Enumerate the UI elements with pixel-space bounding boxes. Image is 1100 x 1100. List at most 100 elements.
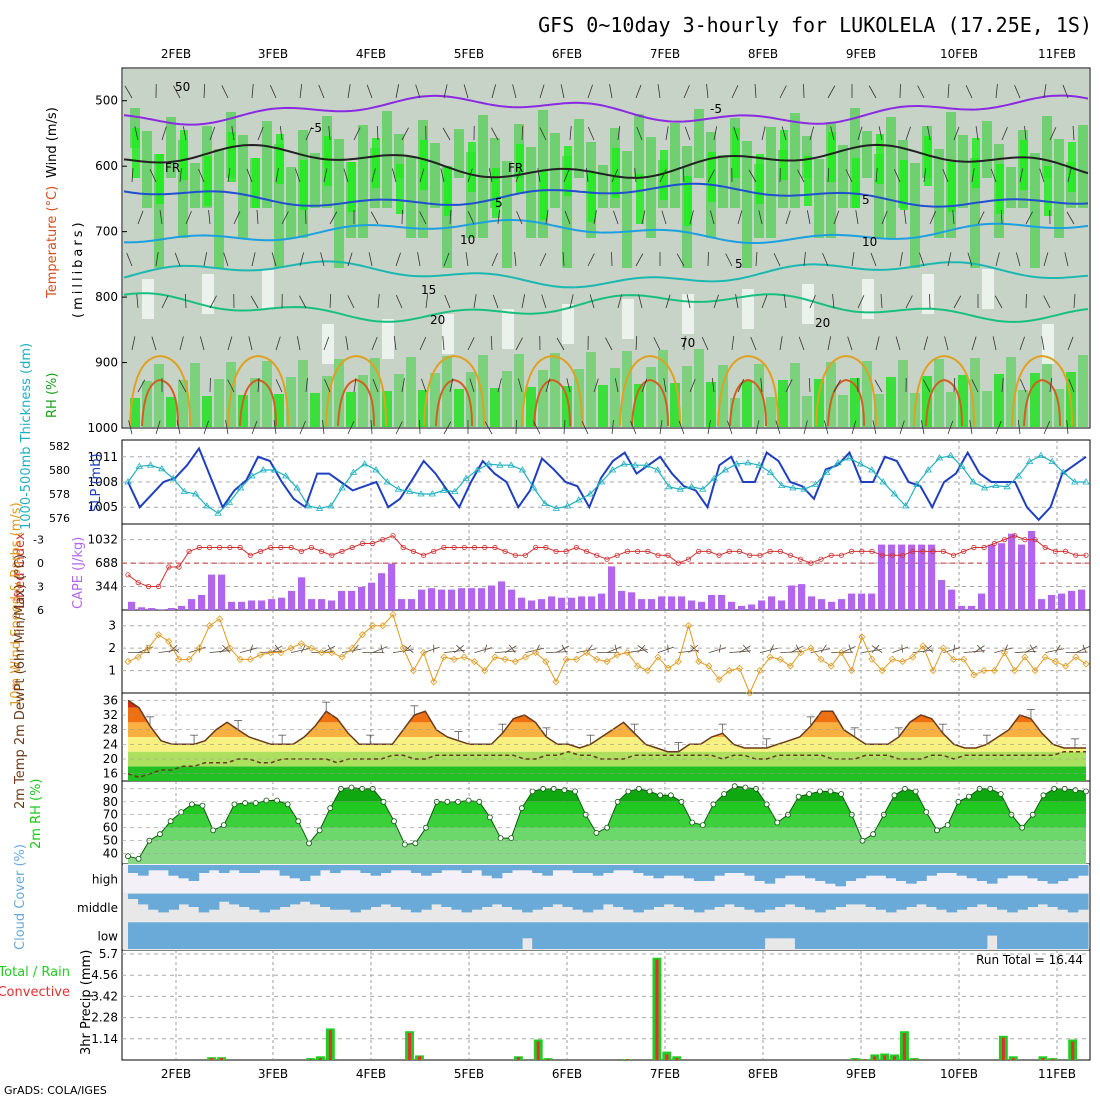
rh-point [391, 818, 398, 825]
wind-barb [376, 125, 379, 141]
wind-speed-point [664, 664, 672, 672]
surface-wind-barb [504, 645, 517, 653]
rh-cell-low [130, 398, 140, 427]
thickness-point [191, 490, 200, 497]
cloud-cell [1027, 893, 1038, 907]
cloud-cell [906, 865, 917, 884]
thickness-point [158, 465, 166, 472]
li-point [573, 544, 580, 551]
li-point [349, 544, 355, 551]
pressure-tick: 600 [95, 159, 118, 173]
precip-convective-bar [655, 959, 659, 1060]
thickness-point [969, 478, 978, 485]
surface-wind-barb [861, 648, 882, 654]
cloud-cell [168, 922, 179, 949]
cloud-cell [390, 922, 402, 949]
wind-barb [1019, 379, 1027, 393]
cloud-cell [602, 865, 614, 873]
cape-bar [1008, 533, 1016, 610]
temp-band [128, 766, 1086, 781]
date-label-top: 4FEB [356, 47, 386, 61]
li-point [634, 548, 641, 555]
wind-speed-point [603, 658, 611, 666]
rh-cell-low [802, 396, 812, 427]
wind-barb [881, 210, 888, 225]
cape-bar [578, 596, 586, 610]
wind-barb [563, 168, 570, 183]
wind-barb [515, 168, 522, 183]
wind-barb [227, 379, 235, 393]
cape-bar [878, 544, 886, 610]
rh-point [188, 801, 195, 808]
contour-label: FR [508, 161, 523, 175]
rh-cell-saturated [900, 160, 908, 210]
contour-label: 15 [421, 283, 436, 297]
li-tick: 0 [37, 557, 44, 570]
rh-point [934, 827, 940, 834]
thickness-point [665, 483, 673, 490]
li-point [716, 552, 722, 558]
cloud-cell [805, 865, 816, 879]
cloud-cell [208, 922, 220, 949]
li-point [1052, 548, 1059, 555]
surface-wind-barb [901, 644, 903, 653]
rh-cell-low [622, 351, 632, 427]
rh-cell-low [526, 387, 536, 427]
cape-bar [1048, 595, 1056, 610]
wind-speed-point [287, 644, 295, 652]
warm-contour [619, 354, 681, 427]
li-point [910, 548, 916, 555]
precip-convective-bar [1011, 1058, 1015, 1060]
wind-speed-point [399, 644, 407, 652]
wind-barb [676, 253, 685, 267]
li-point [451, 544, 457, 551]
cape-bar [948, 589, 956, 610]
cloud-cell [390, 865, 402, 871]
li-point [145, 583, 151, 590]
wind-barb [443, 421, 452, 435]
cape-bar [468, 588, 476, 610]
surface-wind-barb [209, 650, 231, 654]
cloud-cell [885, 893, 897, 913]
hot-contour [1023, 378, 1061, 427]
wind-barb [564, 210, 571, 225]
cape-bar [178, 605, 186, 610]
warm-contour [717, 354, 779, 427]
panels-layer: 2FEB 2FEB 3FEB 3FEB 4FEB 4FEB 5FEB 5FEB 6FEB 6FEB… [0, 47, 1091, 1081]
contour-label: FR [165, 161, 180, 175]
surface-wind-barb [576, 648, 596, 654]
wind-barb [923, 168, 927, 183]
wind-barb [257, 126, 264, 141]
rh-point [966, 793, 972, 800]
thickness-point [236, 484, 245, 491]
wind-speed-point [369, 622, 377, 630]
wind-barb [1064, 252, 1069, 267]
surface-wind-barb [456, 644, 465, 653]
cloud-ylabel: Cloud Cover (%) [13, 844, 28, 950]
precip-tick: 5.7 [99, 947, 118, 961]
wind-barb [581, 421, 589, 435]
wind-barb [947, 84, 950, 99]
rh-cell-moist [358, 125, 368, 238]
cloud-cell [602, 922, 614, 949]
rh-point [231, 801, 238, 808]
cape-bar [888, 544, 896, 610]
li-point [879, 552, 885, 558]
rh-cell-low [406, 357, 416, 427]
wind-barb [783, 294, 787, 309]
wind-speed-point [552, 678, 560, 686]
wind-ylabel-text: 10m Wind Speed & Barbs (m/s) [9, 502, 24, 707]
cloud-cell [542, 893, 553, 907]
li-point [747, 552, 753, 558]
cloud-cell [350, 893, 361, 913]
temp-bands [128, 700, 1086, 781]
cloud-cell [1057, 893, 1069, 910]
li-point [380, 536, 386, 543]
thickness-point [518, 466, 527, 473]
thickness-point [1071, 478, 1079, 485]
surface-wind-barb [474, 647, 492, 654]
temp-band [128, 751, 1086, 767]
cloud-cell [512, 893, 523, 910]
thickness-point [135, 462, 143, 469]
rh-cell-saturated [756, 154, 764, 204]
